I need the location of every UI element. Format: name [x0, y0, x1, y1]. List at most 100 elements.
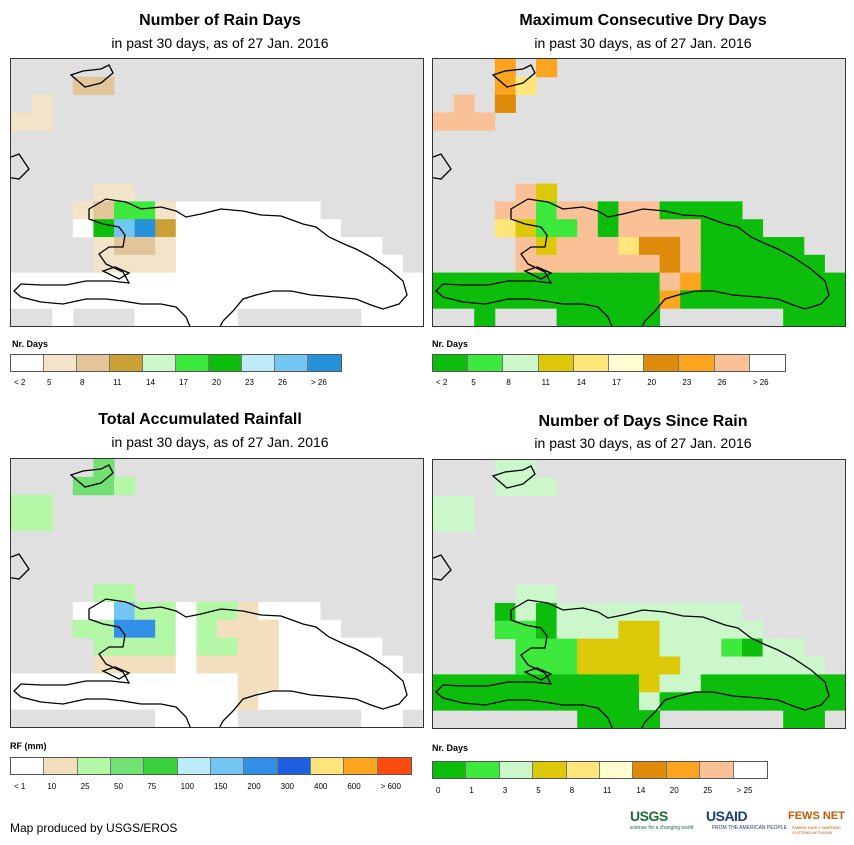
grid-cell	[474, 692, 496, 711]
grid-cell	[320, 254, 342, 274]
grid-cell	[536, 290, 558, 309]
legend-label: 23	[682, 378, 692, 387]
grid-cell	[175, 637, 197, 657]
grid-cell	[659, 674, 681, 693]
grid-cell	[361, 655, 383, 674]
grid-cell	[93, 673, 115, 692]
grid-cell	[361, 709, 383, 727]
legend-swatch	[503, 355, 539, 371]
grid-cell	[258, 290, 280, 309]
grid-cell	[659, 254, 681, 274]
grid-cell	[155, 219, 177, 238]
grid-cell	[783, 638, 805, 658]
grid-cell	[762, 254, 784, 274]
grid-cell	[515, 219, 537, 238]
grid-cell	[175, 272, 197, 291]
grid-cell	[494, 602, 516, 622]
grid-cell	[278, 601, 300, 621]
grid-cell	[237, 219, 259, 238]
legend-swatch	[600, 762, 634, 778]
grid-cell	[680, 254, 702, 274]
grid-cell	[433, 112, 455, 131]
grid-cell	[453, 272, 475, 291]
grid-cell	[217, 619, 239, 639]
legend-swatch	[11, 758, 45, 774]
island-outline	[11, 153, 30, 180]
grid-cell	[680, 219, 702, 238]
grid-cell	[494, 201, 516, 220]
grid-cell	[93, 619, 115, 639]
grid-cell	[824, 692, 845, 711]
grid-cell	[134, 308, 156, 326]
grid-cell	[381, 272, 403, 291]
legend-label: 14	[146, 378, 155, 387]
grid-cell	[474, 290, 496, 309]
grid-cell	[680, 290, 702, 309]
island-outline	[11, 553, 30, 580]
grid-cell	[381, 673, 403, 692]
grid-cell	[361, 308, 383, 326]
grid-cell	[114, 476, 136, 496]
grid-cell	[639, 656, 661, 675]
island-outline	[433, 554, 452, 581]
map-area	[432, 58, 846, 327]
grid-cell	[577, 237, 599, 256]
grid-cell	[381, 709, 403, 727]
grid-cell	[700, 254, 722, 274]
grid-cell	[577, 272, 599, 291]
grid-cell	[453, 692, 475, 711]
grid-cell	[93, 219, 115, 238]
legend-swatch	[700, 762, 734, 778]
grid-cell	[52, 308, 74, 326]
legend-label: 26	[717, 378, 727, 387]
grid-cell	[742, 620, 764, 640]
grid-cell	[175, 219, 197, 238]
grid-cell	[299, 637, 321, 657]
grid-cell	[11, 112, 33, 131]
grid-cell	[618, 254, 640, 274]
grid-cell	[639, 674, 661, 693]
grid-cell	[536, 201, 558, 220]
grid-cell	[700, 620, 722, 640]
grid-cell	[11, 691, 33, 710]
legend-label: 8	[506, 378, 511, 387]
legend-swatch	[433, 355, 469, 371]
grid-cell	[659, 219, 681, 238]
grid-cell	[803, 272, 825, 291]
grid-cell	[597, 272, 619, 291]
grid-cell	[175, 673, 197, 692]
legend-swatch	[210, 758, 245, 774]
grid-cell	[93, 272, 115, 291]
grid-cell	[433, 290, 455, 309]
grid-cell	[742, 692, 764, 711]
grid-cell	[700, 272, 722, 291]
grid-cell	[72, 601, 94, 621]
grid-cell	[155, 272, 177, 291]
grid-cell	[618, 237, 640, 256]
grid-cell	[217, 237, 239, 256]
legend-swatch	[644, 355, 680, 371]
grid-cell	[659, 638, 681, 658]
grid-cell	[237, 691, 259, 710]
grid-cell	[237, 201, 259, 220]
grid-cell	[155, 655, 177, 674]
grid-cell	[577, 638, 599, 658]
legend-label: 23	[245, 378, 254, 387]
grid-cell	[556, 602, 578, 622]
grid-cell	[556, 237, 578, 256]
grid-cell	[618, 638, 640, 658]
grid-cell	[114, 619, 136, 639]
grid-cell	[577, 201, 599, 220]
grid-cell	[196, 219, 218, 238]
grid-cell	[134, 601, 156, 621]
legend-label: 600	[347, 782, 361, 791]
grid-cell	[515, 638, 537, 658]
grid-cell	[196, 254, 218, 274]
grid-cell	[237, 601, 259, 621]
grid-cell	[320, 237, 342, 256]
grid-cell	[217, 691, 239, 710]
island-outline	[69, 464, 114, 488]
legend-label: 14	[636, 786, 646, 795]
legend-color-bar	[432, 354, 786, 372]
grid-cell	[824, 272, 845, 291]
